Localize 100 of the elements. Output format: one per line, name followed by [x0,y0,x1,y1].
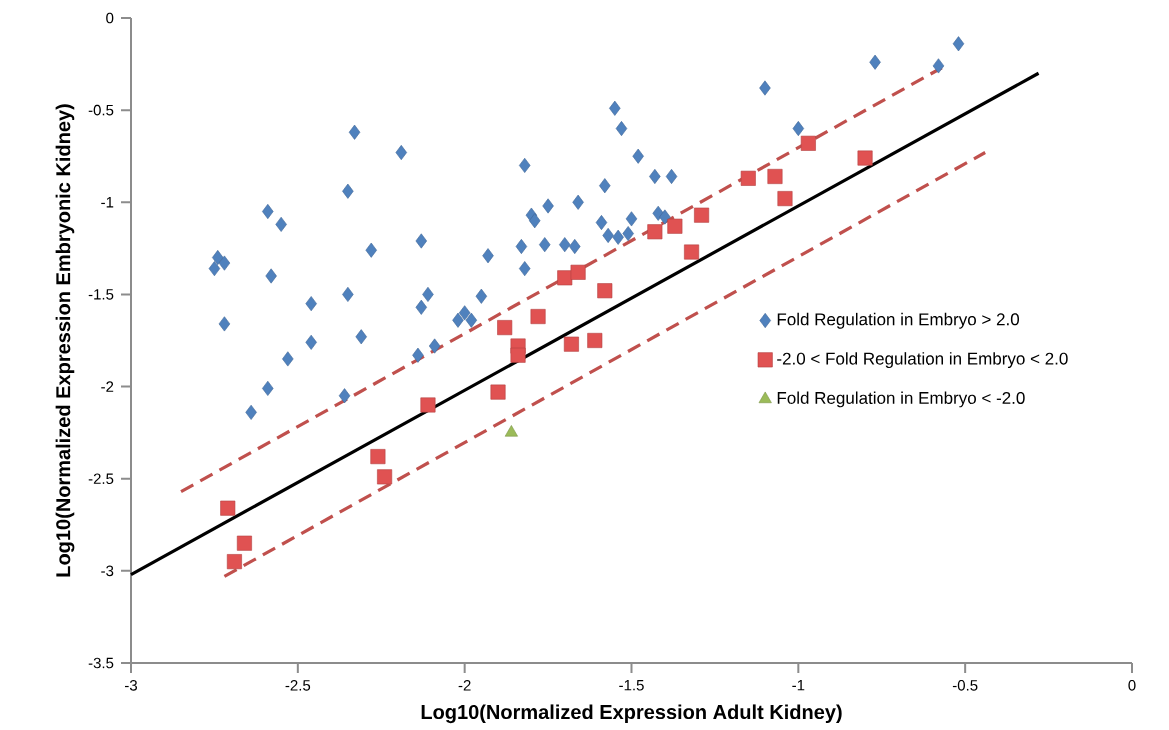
point [632,148,644,164]
point [647,224,663,240]
point [622,226,634,242]
point [740,170,756,186]
point [265,268,277,284]
point [422,287,434,303]
point [342,183,354,199]
point [570,264,586,280]
point [625,211,638,227]
y-tick-label: 0 [106,12,114,24]
point [212,250,224,266]
legend-label: Fold Regulation in Embryo > 2.0 [777,312,1020,329]
x-tick-label: -2 [458,680,471,691]
point [792,121,805,137]
point [365,242,377,258]
y-tick-label: -2 [101,381,114,392]
point [559,237,571,253]
point [342,287,354,303]
point [475,288,488,304]
point [218,255,231,271]
point [226,554,242,570]
point [684,244,700,260]
y-tick-label: -3 [101,565,114,577]
y-tick-label: -0.5 [88,104,114,116]
point [869,54,881,70]
point [612,229,624,245]
point [857,150,873,166]
point [420,397,436,413]
point [220,500,236,516]
point [615,121,628,137]
point [370,449,386,465]
point [482,248,494,264]
point [305,334,317,350]
point [800,135,816,151]
point [595,215,608,231]
point [338,388,351,404]
point [767,169,783,185]
point [510,347,526,363]
point [465,312,478,328]
point [557,270,573,286]
point [759,80,771,96]
x-tick-label: -0.5 [952,680,978,691]
point [504,425,518,437]
point [377,469,393,485]
x-tick-label: -1.5 [619,680,644,691]
point [587,333,603,349]
point [659,209,671,225]
point [952,36,965,52]
point [542,198,554,214]
y-tick-label: -2.5 [88,473,114,485]
point [519,158,531,174]
point [412,347,424,363]
point [348,124,361,140]
y-tick-label: -3.5 [88,657,114,669]
point [572,194,584,210]
point [415,233,427,249]
point [932,58,945,74]
point [497,320,513,336]
point [458,305,471,321]
point [282,351,294,367]
point [515,239,528,255]
x-axis-title: Log10(Normalized Expression Adult Kidney) [421,704,842,724]
point [665,169,678,185]
point [245,404,257,420]
y-tick-label: -1 [101,197,114,208]
point [355,329,367,345]
point [236,535,252,551]
x-tick-label: -2.5 [285,680,311,691]
point [597,283,613,299]
point [275,216,287,232]
point [530,309,546,325]
legend-label: -2.0 < Fold Regulation in Embryo < 2.0 [777,352,1068,369]
point [667,218,683,234]
point [262,380,274,396]
point [694,207,710,223]
point [529,213,541,229]
point [305,296,317,312]
point [539,237,551,253]
legend-label: Fold Regulation in Embryo < -2.0 [777,391,1025,408]
point [777,191,793,207]
point [599,178,611,194]
y-tick-label: -1.5 [88,289,114,300]
y-axis-title: Log10(Normalized Expression Embryonic Kidney) [55,104,75,577]
point [395,145,407,161]
point [452,312,464,328]
point [218,316,231,332]
x-tick-label: -3 [124,680,138,691]
point [490,384,506,400]
point [428,338,441,354]
point [262,204,274,220]
point [563,336,579,352]
point [602,228,614,244]
point [208,261,221,277]
x-tick-label: 0 [1128,680,1136,691]
point [519,261,531,277]
point [415,299,427,315]
point [569,239,581,255]
point [609,100,621,116]
point [649,169,661,185]
x-tick-label: -1 [792,680,805,691]
